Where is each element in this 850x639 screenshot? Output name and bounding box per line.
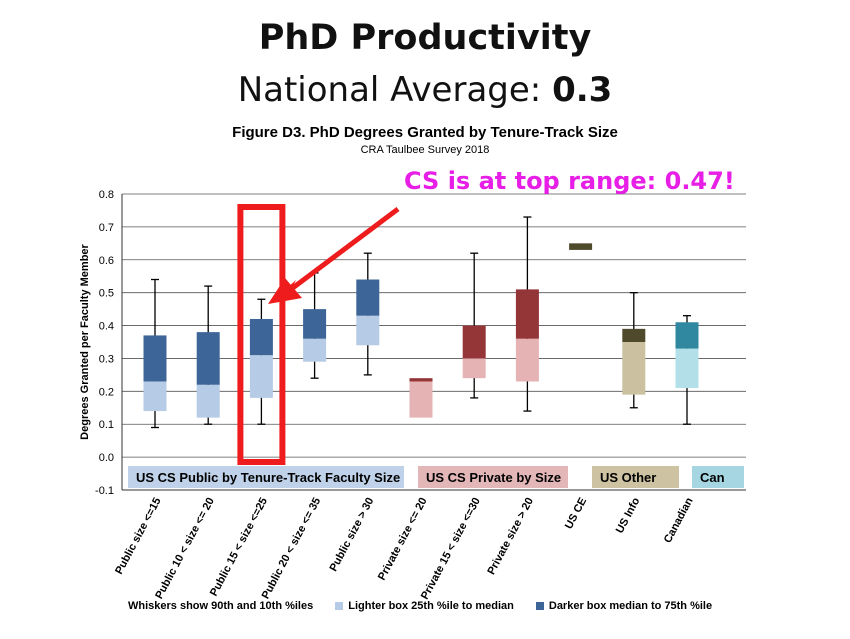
box-upper-quartile xyxy=(356,279,380,316)
x-tick-label: Private 15 < size <=30 xyxy=(419,496,483,602)
highlight-box xyxy=(237,204,286,465)
legend-whiskers: Whiskers show 90th and 10th %iles xyxy=(128,600,314,612)
x-tick-label: Private size > 20 xyxy=(485,496,536,577)
legend-darker: Darker box median to 75th %ile xyxy=(548,600,713,612)
group-label-bg xyxy=(592,466,679,488)
x-tick-label: Public 20 < size <= 35 xyxy=(260,496,324,601)
box-lower-quartile xyxy=(409,381,433,418)
x-tick-label: US CE xyxy=(563,496,589,531)
box-lower-quartile xyxy=(675,348,699,389)
slide-subtitle: National Average: 0.3 xyxy=(0,70,850,110)
x-tick-label: Public size <=15 xyxy=(113,496,164,577)
group-label-bg xyxy=(692,466,744,488)
y-axis-label: Degrees Granted per Faculty Member xyxy=(79,243,91,439)
box-lower-quartile xyxy=(143,381,167,412)
y-tick-label: 0.8 xyxy=(99,189,114,201)
box-lower-quartile xyxy=(303,338,327,362)
legend-darker-swatch xyxy=(535,602,544,610)
box-lower-quartile xyxy=(515,338,539,382)
group-label: US Other xyxy=(600,470,656,485)
box-lower-quartile xyxy=(249,355,273,398)
box-upper-quartile xyxy=(462,325,486,359)
group-label: US CS Private by Size xyxy=(426,470,561,485)
box-lower-quartile xyxy=(196,384,220,418)
y-tick-label: 0.5 xyxy=(99,288,114,300)
x-tick-label: US Info xyxy=(614,496,643,536)
x-tick-label: Public 15 < size <=25 xyxy=(208,496,270,599)
box-upper-quartile xyxy=(622,328,646,342)
x-tick-label: Public 10 < size <= 20 xyxy=(153,496,217,601)
figure-subtitle: CRA Taulbee Survey 2018 xyxy=(360,144,490,156)
group-label: US CS Public by Tenure-Track Faculty Siz… xyxy=(136,470,400,485)
x-tick-label: Private size <= 20 xyxy=(376,496,430,583)
y-tick-label: -0.1 xyxy=(95,485,114,497)
legend-lighter-swatch xyxy=(335,602,344,610)
box-upper-quartile xyxy=(196,332,220,385)
box-upper-quartile xyxy=(143,335,167,382)
box-upper-quartile xyxy=(303,309,327,339)
y-tick-label: 0.3 xyxy=(99,353,114,365)
box-lower-quartile xyxy=(356,315,380,346)
y-tick-label: 0.1 xyxy=(99,419,114,431)
subtitle-value: 0.3 xyxy=(552,70,613,110)
box-lower-quartile xyxy=(622,342,646,395)
chart-legend: Whiskers show 90th and 10th %iles Lighte… xyxy=(128,600,712,612)
callout-arrowhead-fill xyxy=(268,278,302,304)
y-tick-label: 0.6 xyxy=(99,255,114,267)
y-tick-label: 0.4 xyxy=(99,321,114,333)
group-label-bg xyxy=(418,466,568,488)
y-tick-label: 0.7 xyxy=(99,222,114,234)
figure-title: Figure D3. PhD Degrees Granted by Tenure… xyxy=(232,124,618,141)
box-upper-quartile xyxy=(409,378,433,382)
callout-arrow xyxy=(288,207,400,292)
x-tick-label: Canadian xyxy=(662,496,696,546)
y-tick-label: 0.0 xyxy=(99,452,114,464)
box-upper-quartile xyxy=(675,322,699,349)
y-tick-label: 0.2 xyxy=(99,386,114,398)
box-upper-quartile xyxy=(249,318,273,356)
callout-text: CS is at top range: 0.47! xyxy=(404,167,735,195)
group-label-bg xyxy=(128,466,404,488)
box-lower-quartile xyxy=(462,358,486,379)
x-tick-label: Public size > 30 xyxy=(328,496,377,574)
group-label: Can xyxy=(700,470,725,485)
slide-title: PhD Productivity xyxy=(258,18,592,58)
legend-lighter: Lighter box 25th %ile to median xyxy=(348,600,514,612)
box-upper-quartile xyxy=(569,243,593,250)
box-upper-quartile xyxy=(515,289,539,339)
subtitle-prefix: National Average: xyxy=(237,70,553,110)
